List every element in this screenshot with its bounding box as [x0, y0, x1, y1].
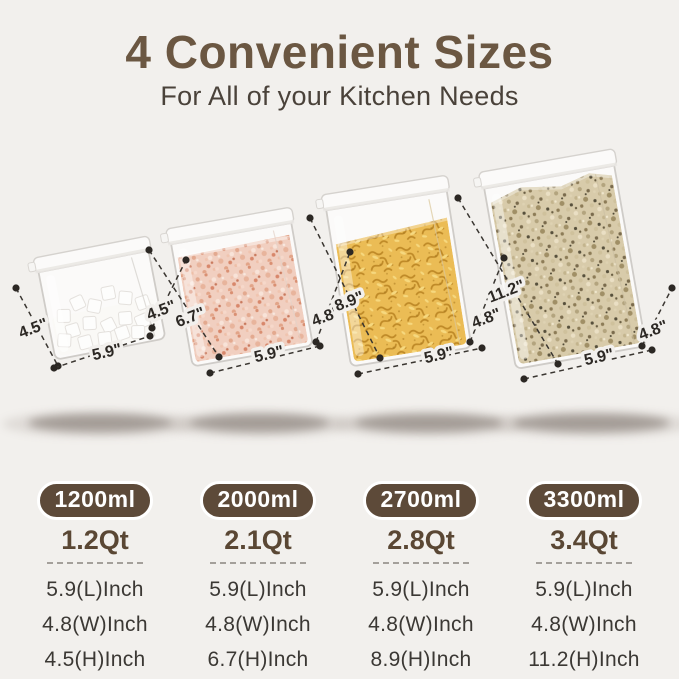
dimension-width: 4.8(W)Inch [368, 613, 474, 636]
dashed-divider [536, 562, 632, 564]
dimension-width: 4.8(W)Inch [531, 613, 637, 636]
width-line-4 [638, 284, 676, 350]
container-fusilli-pasta [315, 175, 472, 367]
container-oatmeal [473, 148, 646, 369]
dimension-lines [12, 194, 676, 383]
dimension-height: 4.5(H)Inch [44, 648, 146, 671]
corner-edge [594, 174, 636, 345]
dimension-length: 5.9(L)Inch [535, 578, 633, 601]
lid-seal [480, 162, 618, 190]
volume-qt: 1.2Qt [61, 525, 129, 555]
lid-clasp [473, 177, 482, 188]
page-title: 4 Convenient Sizes [125, 26, 554, 78]
volume-ml-badge: 2700ml [363, 481, 479, 520]
dashed-divider [47, 562, 143, 564]
dashed-divider [210, 562, 306, 564]
shadow [190, 414, 330, 432]
container-pink-salt [160, 207, 313, 367]
spec-column-1200ml: 1200ml 1.2Qt 5.9(L)Inch 4.8(W)Inch 4.5(H… [14, 481, 177, 677]
dimension-length: 5.9(L)Inch [46, 578, 144, 601]
lid-seal [322, 187, 450, 212]
spec-column-2700ml: 2700ml 2.8Qt 5.9(L)Inch 4.8(W)Inch 8.9(H… [340, 481, 503, 677]
dashed-divider [373, 562, 469, 564]
lid-clasp [315, 198, 325, 210]
volume-ml-badge: 2000ml [200, 481, 316, 520]
dimension-length: 5.9(L)Inch [209, 578, 307, 601]
dimension-width: 4.8(W)Inch [42, 613, 148, 636]
dimension-height: 6.7(H)Inch [207, 648, 309, 671]
shadow [28, 414, 172, 432]
length-line-4 [520, 346, 656, 383]
dimension-width: 4.8(W)Inch [205, 613, 311, 636]
lid-seal [35, 247, 152, 274]
lid-seal [167, 219, 295, 246]
volume-ml-badge: 1200ml [37, 481, 153, 520]
height-line-3 [306, 214, 384, 362]
height-label-1: 4.5" [16, 316, 50, 343]
dimension-length: 5.9(L)Inch [372, 578, 470, 601]
dimension-height: 8.9(H)Inch [370, 648, 472, 671]
shadow [354, 414, 502, 432]
volume-ml-badge: 3300ml [526, 481, 642, 520]
width-label-3: 4.8" [469, 306, 503, 333]
lid-clasp [27, 261, 37, 273]
corner-edge [272, 230, 302, 344]
volume-qt: 2.8Qt [387, 525, 455, 555]
size-spec-table: 1200ml 1.2Qt 5.9(L)Inch 4.8(W)Inch 4.5(H… [0, 481, 679, 677]
lid-clasp [160, 232, 169, 244]
spec-column-3300ml: 3300ml 3.4Qt 5.9(L)Inch 4.8(W)Inch 11.2(… [503, 481, 666, 677]
length-line-3 [354, 344, 486, 378]
dimension-height: 11.2(H)Inch [528, 648, 640, 671]
height-line-2 [145, 246, 223, 361]
header: 4 Convenient Sizes For All of your Kitch… [0, 26, 679, 112]
spec-column-2000ml: 2000ml 2.1Qt 5.9(L)Inch 4.8(W)Inch 6.7(H… [177, 481, 340, 677]
shadow [514, 414, 670, 432]
volume-qt: 2.1Qt [224, 525, 292, 555]
volume-qt: 3.4Qt [550, 525, 618, 555]
floor-shadows [2, 411, 679, 437]
length-line-2 [206, 342, 324, 377]
container-sugar-cubes [27, 235, 166, 360]
length-line-1 [50, 332, 154, 372]
page-subtitle: For All of your Kitchen Needs [160, 80, 519, 111]
